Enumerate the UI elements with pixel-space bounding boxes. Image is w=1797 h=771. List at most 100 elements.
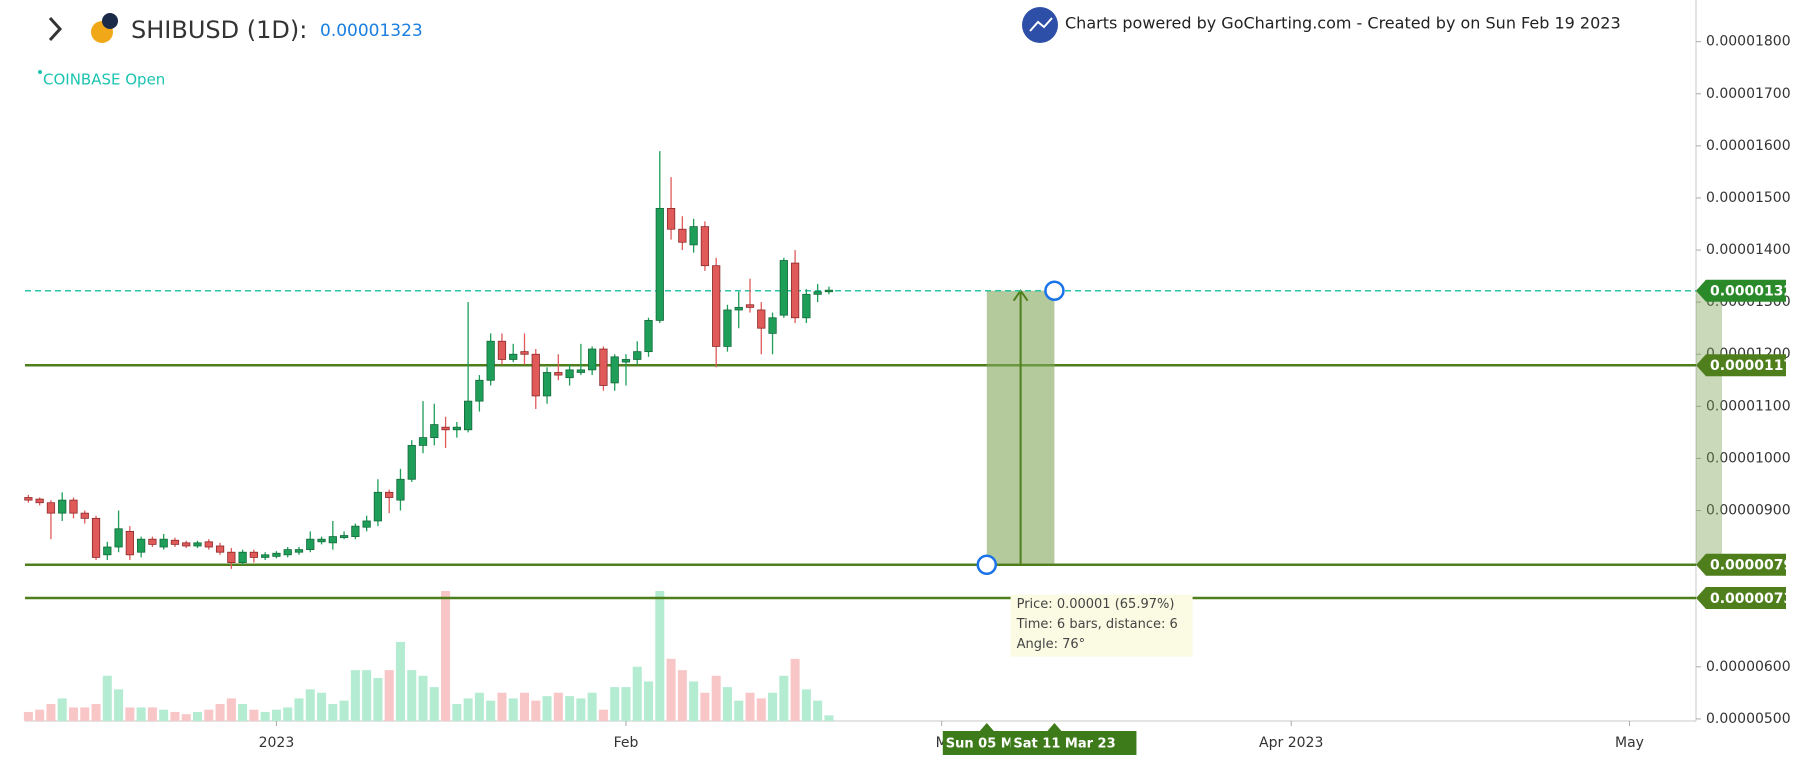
measure-handle[interactable]	[1044, 280, 1065, 301]
measure-tooltip-line: Time: 6 bars, distance: 6	[1016, 617, 1178, 632]
volume-bar	[790, 658, 800, 721]
exchange-status: COINBASE Open	[43, 71, 165, 89]
last-price-label: 0.00001322	[1710, 284, 1797, 300]
y-tick-label: 0.00000500	[1706, 711, 1791, 727]
candle-body	[678, 228, 687, 243]
volume-bar	[204, 709, 214, 721]
date-tag	[1010, 731, 1137, 755]
y-tick-label: 0.00001600	[1706, 138, 1791, 154]
volume-bar	[429, 687, 439, 721]
volume-bar	[418, 675, 428, 721]
level-label: 0.00000732	[1710, 591, 1797, 607]
volume-bar	[80, 707, 90, 721]
volume-bar	[384, 670, 394, 721]
last-price-tag	[1696, 279, 1786, 302]
credit: Charts powered by GoCharting.com - Creat…	[1065, 14, 1621, 33]
level-tag	[1696, 553, 1786, 576]
measure-handle[interactable]	[976, 554, 998, 575]
volume-bar	[181, 714, 191, 721]
x-tick-label: 2023	[259, 735, 295, 751]
candle-body	[283, 549, 292, 556]
candle-body	[610, 356, 619, 384]
volume-bar	[395, 641, 405, 721]
volume-bar	[768, 692, 778, 721]
y-tick-label: 0.00001100	[1706, 398, 1791, 414]
candle-body	[362, 520, 371, 528]
y-tick-label: 0.00001700	[1706, 86, 1791, 102]
date-tag-pointer	[979, 723, 994, 731]
candle-body	[700, 226, 710, 267]
volume-bar	[305, 689, 315, 721]
y-tick-label: 0.00001000	[1706, 450, 1791, 466]
candle-body	[317, 538, 326, 543]
volume-bar	[294, 698, 304, 721]
candle-body	[396, 478, 405, 501]
volume-bar	[339, 700, 349, 721]
volume-bar	[463, 698, 473, 721]
candle-body	[272, 552, 281, 557]
candle-body	[813, 291, 822, 295]
candle-body	[542, 372, 552, 397]
volume-bar	[283, 707, 293, 721]
candle-body	[689, 226, 698, 246]
volume-bar	[328, 704, 338, 721]
candle-body	[824, 289, 834, 293]
volume-bar	[136, 707, 146, 721]
candle-body	[486, 340, 495, 381]
status-dot	[38, 70, 42, 74]
level-tag	[1696, 354, 1786, 377]
volume-bar	[587, 692, 597, 721]
symbol-title: SHIBUSD (1D):	[131, 16, 307, 44]
candle-body	[339, 535, 349, 539]
candle-body	[621, 359, 631, 363]
logo-glyph	[1029, 17, 1053, 32]
candle-body	[373, 491, 383, 522]
volume-bar	[745, 692, 755, 721]
volume-bar	[531, 700, 541, 721]
volume-bar	[114, 689, 124, 721]
candle-body	[723, 309, 732, 347]
volume-bar	[734, 700, 744, 721]
volume-bar	[779, 675, 789, 721]
last-price: 0.00001323	[320, 21, 423, 41]
candle-body	[238, 551, 247, 564]
volume-bar	[215, 704, 225, 721]
candle-body	[497, 340, 507, 360]
gocharting-logo[interactable]	[1022, 7, 1058, 43]
volume-bar	[711, 675, 721, 721]
candle-body	[588, 348, 597, 371]
volume-bar	[238, 704, 248, 721]
candle-body	[565, 369, 574, 379]
volume-bar	[407, 670, 417, 721]
y-tick-label: 0.00000600	[1706, 659, 1791, 675]
volume-bar	[350, 670, 360, 721]
candle-body	[745, 304, 755, 308]
candle-body	[655, 207, 664, 321]
volume-bar	[689, 681, 699, 721]
candle-body	[666, 207, 676, 230]
volume-bar	[644, 681, 654, 721]
volume-bar	[542, 696, 552, 721]
volume-bar	[35, 709, 45, 721]
volume-bar	[46, 704, 56, 721]
volume-bar	[170, 711, 180, 721]
y-tick-label: 0.00001800	[1706, 34, 1791, 50]
date-tag	[942, 731, 1013, 755]
y-tick-label: 0.00001500	[1706, 190, 1791, 206]
y-tick-label: 0.00000900	[1706, 503, 1791, 519]
volume-bar	[226, 698, 236, 721]
volume-bar	[655, 591, 665, 721]
volume-bar	[193, 711, 203, 721]
level-label: 0.00001179	[1710, 358, 1797, 374]
volume-bar	[159, 709, 169, 721]
volume-bar	[666, 658, 676, 721]
candle-body	[46, 502, 56, 514]
volume-bar	[147, 707, 157, 721]
measure-tooltip	[1010, 594, 1193, 657]
y-tick-label: 0.00001400	[1706, 242, 1791, 258]
volume-bar	[373, 678, 383, 721]
candle-body	[802, 293, 811, 319]
date-tag-pointer	[1047, 723, 1062, 731]
expand-icon[interactable]	[48, 16, 63, 42]
